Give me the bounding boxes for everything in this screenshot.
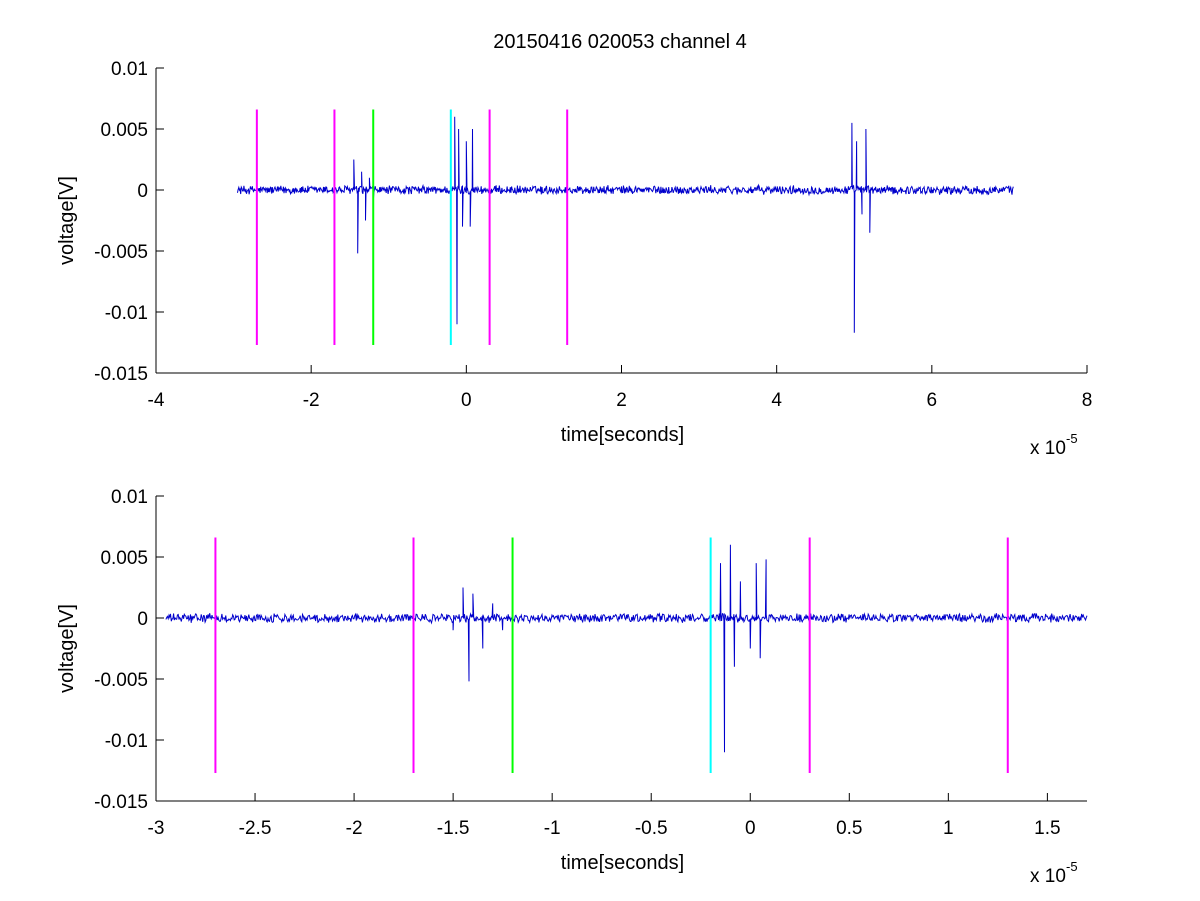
- x-tick-label: -2: [303, 390, 320, 411]
- x-tick-label: -1.5: [437, 818, 470, 839]
- x-tick-label: 6: [927, 390, 938, 411]
- x-tick-label: -0.5: [635, 818, 668, 839]
- y-tick-label: 0.005: [100, 120, 148, 141]
- y-tick-label: -0.01: [105, 303, 148, 324]
- x-tick-label: 0: [461, 390, 472, 411]
- plot-1: -0.015 -0.01 -0.005 0 0.005 0.01 -4 -2 0 2 4 6 8 time…: [56, 59, 1092, 459]
- x-tick-label: -1: [544, 818, 561, 839]
- x-tick-label: 2: [616, 390, 627, 411]
- y-tick-label: 0.01: [111, 487, 148, 508]
- y-tick-label: 0.005: [100, 548, 148, 569]
- x-exponent-value: -5: [1066, 859, 1078, 874]
- y-tick-label: -0.015: [94, 364, 148, 385]
- y-tick-label: 0: [137, 181, 148, 202]
- signal-trace: [165, 544, 1088, 753]
- x-exponent-label: x 10: [1030, 438, 1066, 459]
- x-tick-label: 4: [771, 390, 782, 411]
- y-tick-label: -0.005: [94, 242, 148, 263]
- y-tick-label: 0.01: [111, 59, 148, 80]
- x-exponent-value: -5: [1066, 431, 1078, 446]
- y-tick-label: 0: [137, 609, 148, 630]
- y-tick-label: -0.01: [105, 731, 148, 752]
- x-tick-label: 0: [745, 818, 756, 839]
- y-tick-label: -0.015: [94, 792, 148, 813]
- x-axis-label: time[seconds]: [561, 852, 684, 874]
- x-tick-label: -4: [148, 390, 165, 411]
- x-tick-label: -2: [346, 818, 363, 839]
- x-exponent-label: x 10: [1030, 866, 1066, 887]
- x-tick-label: 0.5: [836, 818, 862, 839]
- x-axis-label: time[seconds]: [561, 424, 684, 446]
- plot-2: -0.015 -0.01 -0.005 0 0.005 0.01 -3 -2.5 -2 -1.5 -…: [56, 487, 1088, 887]
- x-tick-label: 8: [1082, 390, 1093, 411]
- x-tick-label: -3: [148, 818, 165, 839]
- y-axis-label: voltage[V]: [56, 176, 78, 265]
- x-tick-label: 1.5: [1034, 818, 1060, 839]
- y-tick-label: -0.005: [94, 670, 148, 691]
- figure-title: 20150416 020053 channel 4: [493, 31, 747, 53]
- x-tick-label: 1: [943, 818, 954, 839]
- x-tick-label: -2.5: [239, 818, 272, 839]
- signal-trace: [237, 116, 1014, 333]
- y-axis-label: voltage[V]: [56, 604, 78, 693]
